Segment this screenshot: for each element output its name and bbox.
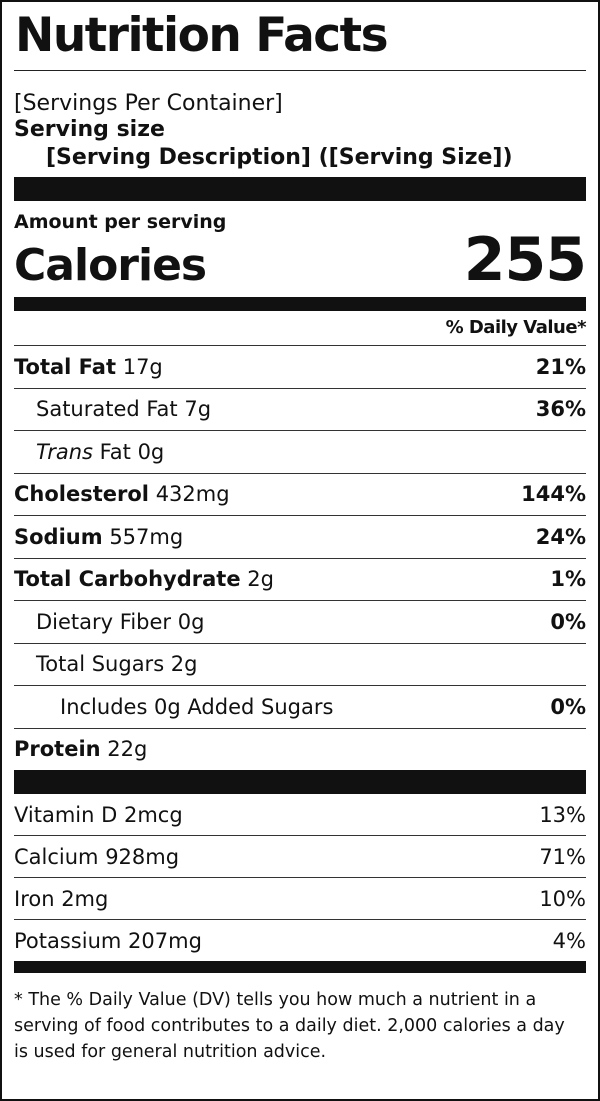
- nutrient-dv: 144%: [521, 482, 586, 507]
- nutrient-dv: 0%: [550, 694, 586, 719]
- vitamin-row-iron: Iron 2mg 10%: [14, 877, 586, 919]
- nutrient-row-dietary-fiber: Dietary Fiber 0g 0%: [14, 600, 586, 643]
- vitamin-row-vitamin-d: Vitamin D 2mcg 13%: [14, 794, 586, 835]
- medium-divider: [14, 297, 586, 311]
- nutrient-amount: 2g: [247, 567, 274, 592]
- nutrient-name: Total Carbohydrate: [14, 567, 241, 592]
- label-title: Nutrition Facts: [15, 8, 389, 63]
- nutrient-name: Includes 0g Added Sugars: [60, 694, 334, 719]
- nutrient-row-cholesterol: Cholesterol 432mg 144%: [14, 472, 586, 516]
- calories-value: 255: [463, 225, 587, 295]
- nutrient-name-italic: Trans: [36, 439, 93, 464]
- nutrient-name: Saturated Fat 7g: [36, 397, 212, 422]
- nutrient-dv: 0%: [550, 609, 586, 634]
- nutrient-amount: 22g: [107, 737, 148, 762]
- vitamin-name: Vitamin D 2mcg: [14, 802, 183, 827]
- vitamin-row-calcium: Calcium 928mg 71%: [14, 835, 586, 877]
- nutrient-name: Total Fat: [14, 354, 117, 379]
- amount-per-serving: Amount per serving: [14, 211, 227, 233]
- nutrient-dv: 1%: [550, 567, 586, 592]
- nutrient-name: Protein: [14, 737, 101, 762]
- nutrient-dv: 24%: [535, 524, 586, 549]
- nutrient-row-protein: Protein 22g: [14, 727, 586, 771]
- footnote: * The % Daily Value (DV) tells you how m…: [14, 990, 565, 1062]
- serving-description: [Serving Description] ([Serving Size]): [46, 145, 513, 170]
- vitamins-divider: [14, 770, 586, 794]
- nutrient-dv: 21%: [535, 354, 586, 379]
- nutrient-amount: 557mg: [109, 524, 184, 549]
- vitamin-name: Calcium 928mg: [14, 844, 180, 869]
- nutrient-name: Dietary Fiber 0g: [36, 609, 205, 634]
- nutrient-row-trans-fat: Trans Fat 0g: [14, 430, 586, 473]
- nutrient-row-sodium: Sodium 557mg 24%: [14, 515, 586, 558]
- thick-divider: [14, 177, 586, 201]
- calories-label: Calories: [14, 240, 207, 291]
- vitamin-name: Potassium 207mg: [14, 928, 202, 953]
- title-divider: [14, 70, 586, 71]
- daily-value-header: % Daily Value*: [445, 317, 587, 338]
- servings-per-container: [Servings Per Container]: [14, 91, 283, 116]
- nutrient-row-total-fat: Total Fat 17g 21%: [14, 345, 586, 388]
- nutrient-dv: 36%: [535, 397, 586, 422]
- nutrient-name: Sodium: [14, 524, 103, 549]
- vitamin-name: Iron 2mg: [14, 886, 109, 911]
- nutrient-row-total-carbohydrate: Total Carbohydrate 2g 1%: [14, 557, 586, 601]
- calories-row: Calories 255: [14, 225, 587, 295]
- nutrient-amount: 17g: [122, 354, 163, 379]
- bottom-divider: [14, 961, 586, 973]
- serving-size-label: Serving size: [14, 117, 165, 142]
- nutrient-row-total-sugars: Total Sugars 2g: [14, 642, 586, 686]
- nutrient-name: Cholesterol: [14, 482, 149, 507]
- vitamin-dv: 71%: [539, 844, 586, 869]
- nutrient-row-saturated-fat: Saturated Fat 7g 36%: [14, 387, 586, 431]
- vitamin-row-potassium: Potassium 207mg 4%: [14, 919, 586, 961]
- vitamin-dv: 4%: [552, 928, 586, 953]
- nutrient-row-added-sugars: Includes 0g Added Sugars 0%: [14, 685, 586, 728]
- vitamin-dv: 13%: [539, 802, 586, 827]
- nutrient-amount: 432mg: [155, 482, 230, 507]
- nutrient-name: Total Sugars 2g: [36, 652, 198, 677]
- vitamin-dv: 10%: [539, 886, 586, 911]
- nutrient-name: Fat 0g: [99, 439, 165, 464]
